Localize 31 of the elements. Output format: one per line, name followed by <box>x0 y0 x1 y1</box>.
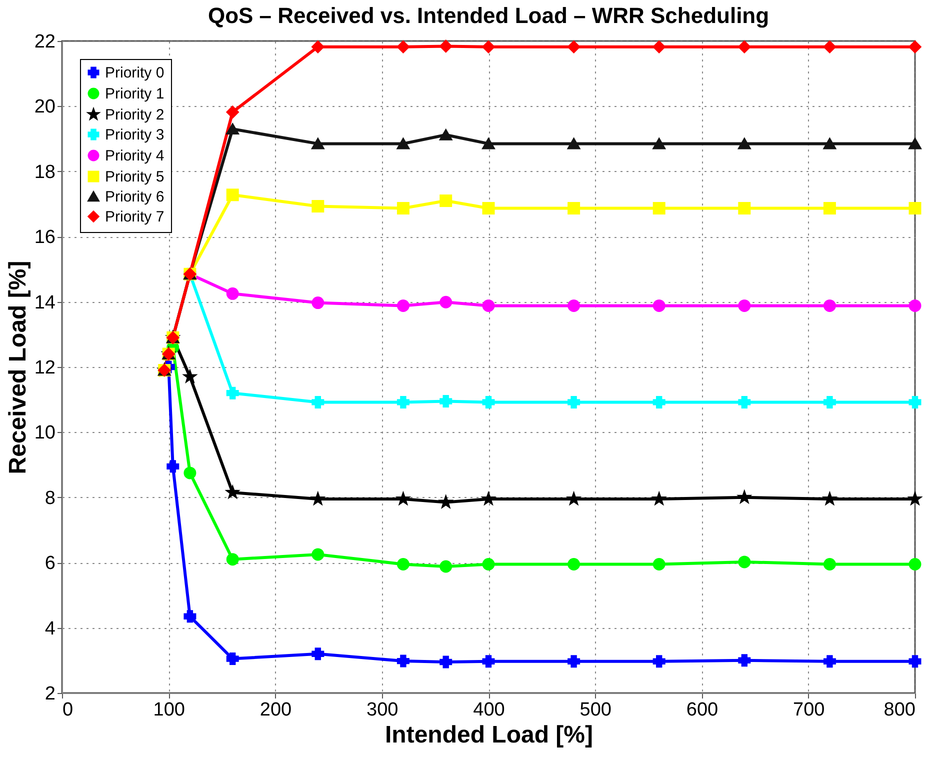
legend-label: Priority 5 <box>105 168 164 186</box>
chart-title: QoS – Received vs. Intended Load – WRR Scheduling <box>208 3 770 28</box>
y-tick-label: 12 <box>34 358 56 378</box>
y-tick-label: 18 <box>34 162 56 183</box>
y-tick-label: 10 <box>34 422 56 444</box>
x-tick-label: 500 <box>580 700 612 720</box>
x-tick-label: 400 <box>473 700 505 720</box>
x-tick-label: 800 <box>884 700 916 720</box>
x-tick-label: 300 <box>366 700 398 720</box>
legend-label: Priority 6 <box>105 188 164 206</box>
legend-label: Priority 7 <box>105 208 164 226</box>
legend-label: Priority 2 <box>105 106 164 124</box>
x-tick-label: 0 <box>62 700 74 720</box>
x-tick-label: 100 <box>153 700 185 720</box>
x-tick-label: 600 <box>686 700 718 720</box>
y-tick-label: 22 <box>34 32 56 52</box>
x-tick-label: 700 <box>793 700 825 720</box>
legend-label: Priority 4 <box>105 148 164 164</box>
legend-label: Priority 1 <box>105 86 164 102</box>
y-tick-label: 14 <box>34 292 56 314</box>
y-tick-label: 4 <box>44 618 56 640</box>
y-tick-label: 6 <box>44 553 56 574</box>
legend-label: Priority 3 <box>105 126 164 144</box>
x-tick-label: 200 <box>260 700 292 720</box>
x-axis-title: Intended Load [%] <box>385 722 593 748</box>
y-tick-label: 16 <box>34 227 56 248</box>
y-tick-label: 2 <box>44 684 56 704</box>
y-tick-label: 20 <box>34 96 56 118</box>
y-tick-label: 8 <box>44 488 56 509</box>
y-axis-title: Received Load [%] <box>4 260 32 474</box>
legend-label: Priority 0 <box>105 64 164 82</box>
